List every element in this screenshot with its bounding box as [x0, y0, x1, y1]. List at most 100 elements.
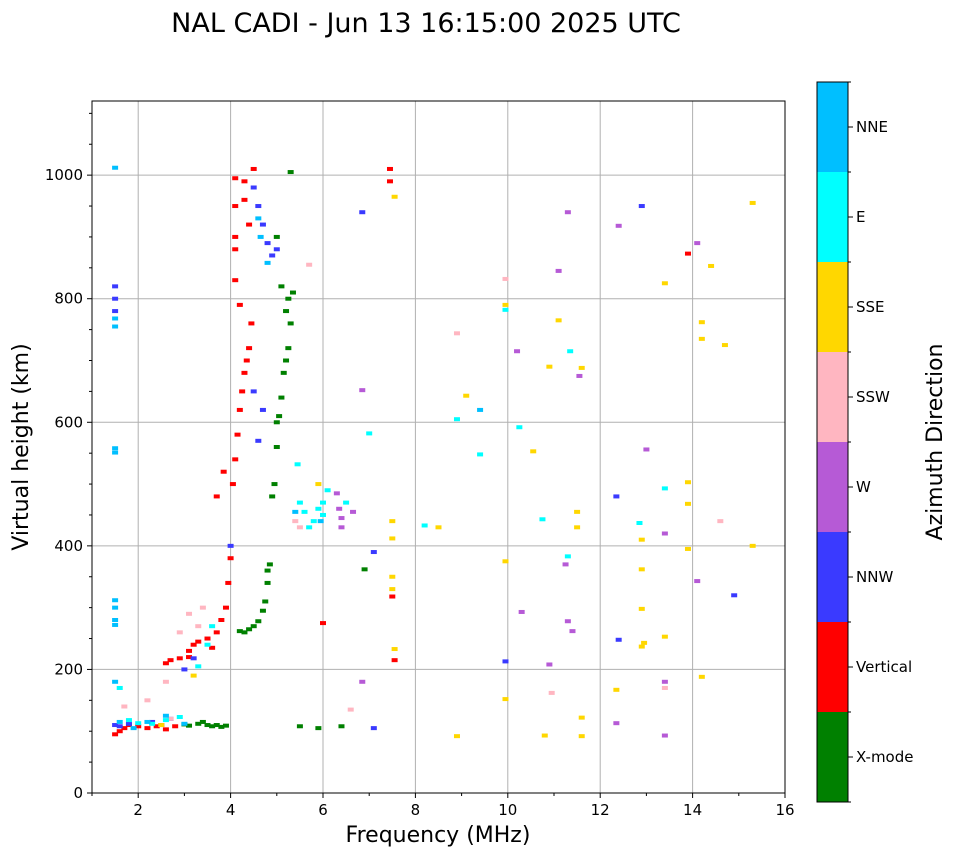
data-point [287, 170, 294, 175]
data-point [112, 679, 119, 684]
data-point [698, 336, 705, 341]
data-point [613, 721, 620, 726]
data-point [502, 559, 509, 564]
data-point [283, 358, 290, 363]
data-point [361, 567, 368, 572]
data-point [289, 290, 296, 295]
data-point [502, 307, 509, 312]
data-point [234, 432, 241, 437]
data-points [112, 165, 756, 739]
data-point [285, 346, 292, 351]
data-point [255, 619, 262, 624]
data-point [294, 462, 301, 467]
data-point [391, 658, 398, 663]
data-point [564, 554, 571, 559]
data-point [578, 734, 585, 739]
x-tick-label: 4 [226, 801, 236, 819]
data-point [638, 644, 645, 649]
data-point [564, 619, 571, 624]
data-point [292, 509, 299, 514]
data-point [112, 622, 119, 627]
data-point [698, 674, 705, 679]
data-point [255, 204, 262, 209]
colorbar-title: Azimuth Direction [923, 343, 948, 540]
data-point [144, 726, 151, 731]
data-point [421, 523, 428, 528]
data-point [389, 536, 396, 541]
data-point [190, 642, 197, 647]
data-point [338, 516, 345, 521]
colorbar-segment [817, 532, 848, 622]
data-point [195, 664, 202, 669]
data-point [296, 724, 303, 729]
data-point [359, 679, 366, 684]
colorbar-frame [816, 81, 849, 803]
data-point [222, 723, 229, 728]
data-point [539, 517, 546, 522]
data-point [213, 723, 220, 728]
data-point [204, 723, 211, 728]
x-tick-label: 8 [411, 801, 421, 819]
colorbar-label: NNE [856, 118, 888, 136]
data-point [112, 446, 119, 451]
data-point [195, 721, 202, 726]
data-point [453, 417, 460, 422]
data-point [315, 506, 322, 511]
data-point [158, 723, 165, 728]
data-point [227, 543, 234, 548]
data-point [116, 729, 123, 734]
data-point [276, 414, 283, 419]
data-point [502, 697, 509, 702]
data-point [130, 726, 137, 731]
data-point [310, 519, 317, 524]
data-point [149, 721, 156, 726]
data-point [112, 165, 119, 170]
data-point [555, 318, 562, 323]
data-point [186, 648, 193, 653]
data-point [389, 587, 396, 592]
data-point [243, 358, 250, 363]
data-point [273, 234, 280, 239]
data-point [259, 222, 266, 227]
data-point [209, 724, 216, 729]
data-point [271, 482, 278, 487]
data-point [199, 605, 206, 610]
data-point [269, 494, 276, 499]
data-point [204, 642, 211, 647]
colorbar-segment [817, 172, 848, 262]
data-point [694, 579, 701, 584]
x-tick-label: 16 [775, 801, 794, 819]
data-point [717, 519, 724, 524]
data-point [541, 733, 548, 738]
data-point [112, 316, 119, 321]
data-point [661, 733, 668, 738]
data-point [232, 247, 239, 252]
data-point [112, 723, 119, 728]
data-point [661, 531, 668, 536]
data-point [262, 599, 269, 604]
data-point [548, 690, 555, 695]
data-point [366, 431, 373, 436]
data-point [347, 707, 354, 712]
data-point [144, 698, 151, 703]
data-point [292, 519, 299, 524]
data-point [350, 509, 357, 514]
data-point [250, 166, 257, 171]
x-tick-label: 12 [591, 801, 610, 819]
colorbar-segment [817, 442, 848, 532]
data-point [229, 482, 236, 487]
data-point [246, 627, 253, 632]
data-point [359, 210, 366, 215]
data-point [502, 276, 509, 281]
data-point [269, 253, 276, 258]
data-point [463, 393, 470, 398]
data-point [684, 251, 691, 256]
y-tick-label: 600 [54, 413, 83, 431]
data-point [684, 546, 691, 551]
data-point [684, 501, 691, 506]
data-point [239, 389, 246, 394]
data-point [569, 629, 576, 634]
data-point [112, 598, 119, 603]
data-point [283, 309, 290, 314]
data-point [232, 278, 239, 283]
